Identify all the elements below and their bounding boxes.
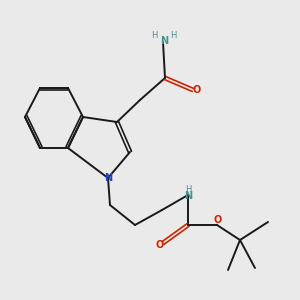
Text: N: N <box>160 35 169 46</box>
Text: H: H <box>185 184 192 194</box>
Text: O: O <box>214 214 222 225</box>
Text: H: H <box>170 31 177 40</box>
Text: O: O <box>155 239 164 250</box>
Text: N: N <box>104 173 112 183</box>
Text: N: N <box>184 190 193 201</box>
Text: O: O <box>193 85 201 95</box>
Text: H: H <box>152 31 158 40</box>
